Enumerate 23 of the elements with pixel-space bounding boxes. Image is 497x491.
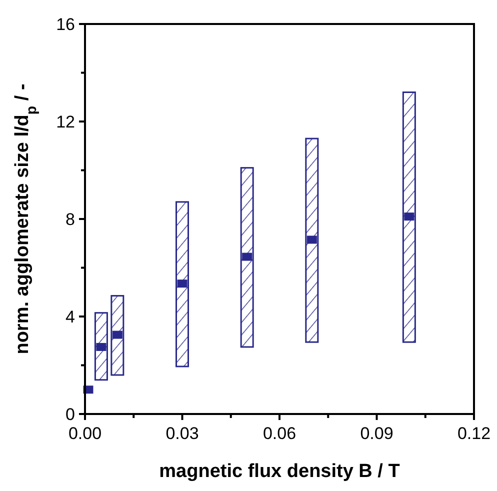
bar	[176, 201, 189, 368]
point	[112, 330, 122, 339]
x-tick-label: 0.06	[262, 424, 296, 443]
x-tick-label: 0.00	[68, 424, 102, 443]
point	[404, 212, 414, 221]
y-tick-label: 16	[56, 15, 75, 34]
x-tick-label: 0.12	[457, 424, 491, 443]
y-tick-label: 12	[56, 112, 75, 132]
x-tick-label: 0.03	[166, 424, 199, 443]
bar	[110, 295, 124, 376]
bar	[402, 92, 416, 343]
y-tick-label: 4	[66, 308, 75, 326]
x-axis-title: magnetic flux density B / T	[159, 461, 400, 482]
y-tick-label: 0	[66, 405, 75, 424]
point	[177, 280, 188, 288]
y-tick-label: 8	[66, 210, 75, 229]
point	[96, 342, 106, 351]
point	[242, 252, 252, 261]
point	[306, 236, 317, 244]
bar	[94, 312, 108, 381]
bar	[240, 167, 254, 348]
x-tick-label: 0.09	[360, 424, 394, 443]
bar	[305, 138, 319, 343]
